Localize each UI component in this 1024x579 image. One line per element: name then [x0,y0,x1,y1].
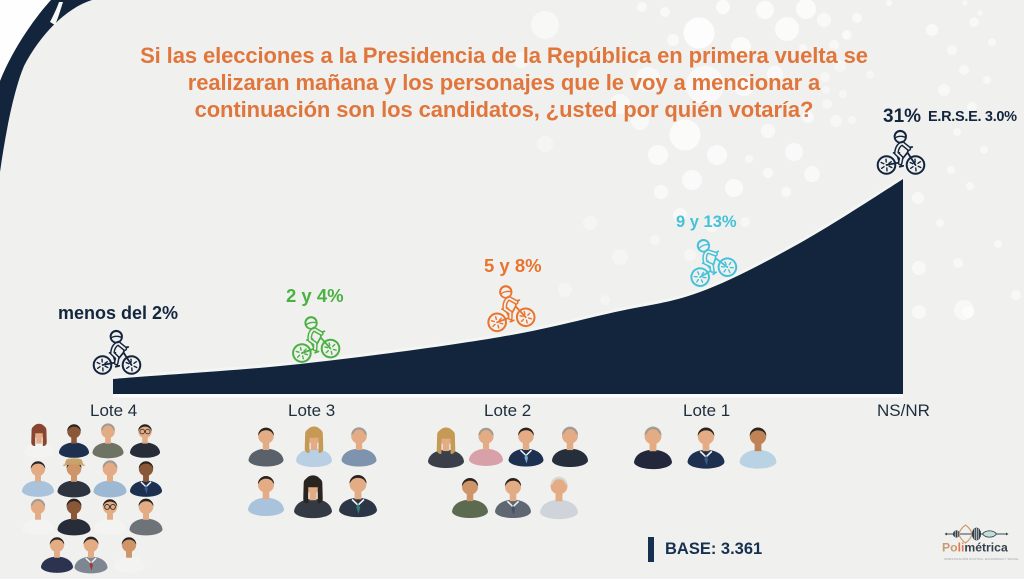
svg-text:Polimétrica: Polimétrica [942,541,1008,555]
svg-text:INVESTIGACIÓN POLÍTICA, ECONÓM: INVESTIGACIÓN POLÍTICA, ECONÓMICA Y SOCI… [944,556,1019,561]
